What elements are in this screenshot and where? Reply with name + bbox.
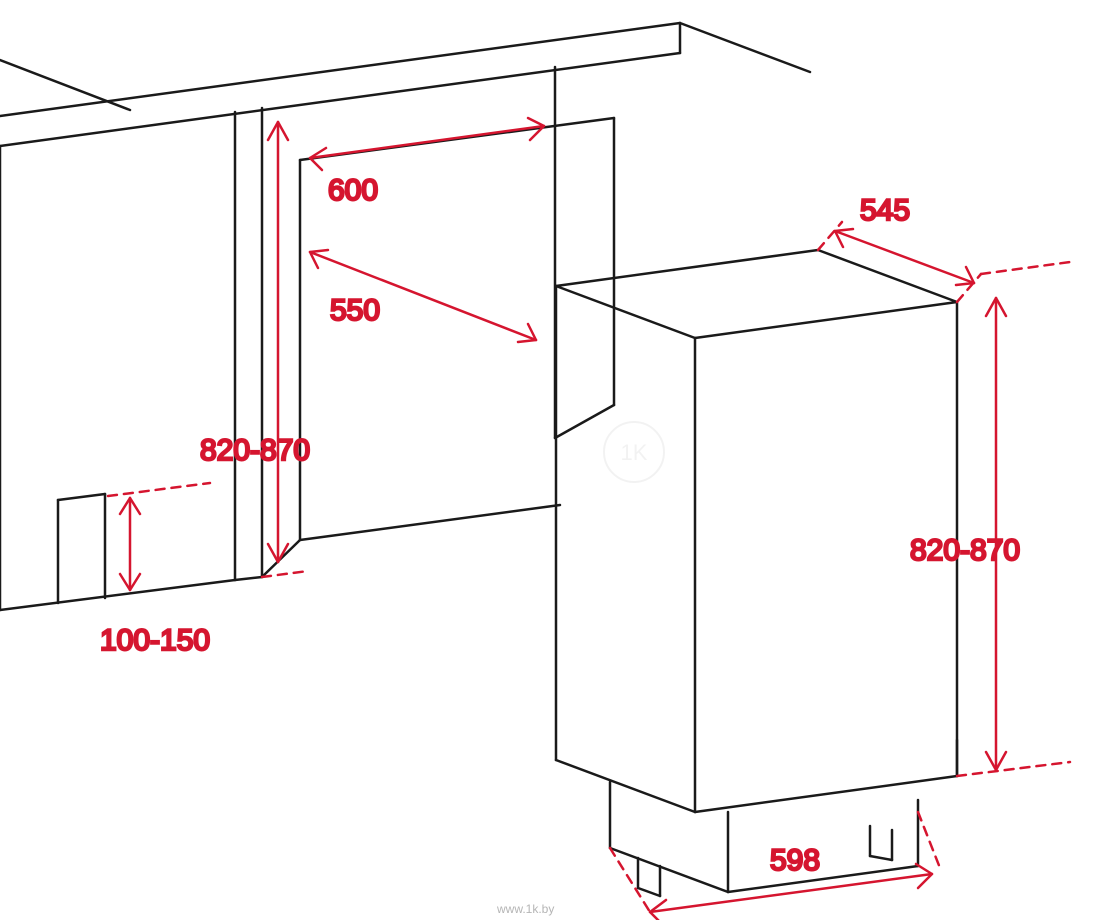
dim-appliance-depth xyxy=(818,222,1070,302)
label-appliance-depth: 545 xyxy=(860,194,910,227)
cabinet-outline xyxy=(0,23,810,610)
label-appliance-height: 820-870 xyxy=(910,534,1020,567)
svg-text:1K: 1K xyxy=(621,440,648,465)
appliance-outline xyxy=(556,250,957,896)
dimension-drawing: 600 550 820-870 100-150 xyxy=(0,0,1101,920)
label-niche-width: 600 xyxy=(328,174,378,207)
label-plinth-height: 100-150 xyxy=(100,624,210,657)
watermark-logo: 1K xyxy=(602,420,666,484)
label-niche-height: 820-870 xyxy=(200,434,310,467)
watermark-footer: www.1k.by xyxy=(497,902,554,916)
dim-plinth-height xyxy=(108,483,210,590)
label-appliance-width: 598 xyxy=(770,844,820,877)
label-niche-depth: 550 xyxy=(330,294,380,327)
